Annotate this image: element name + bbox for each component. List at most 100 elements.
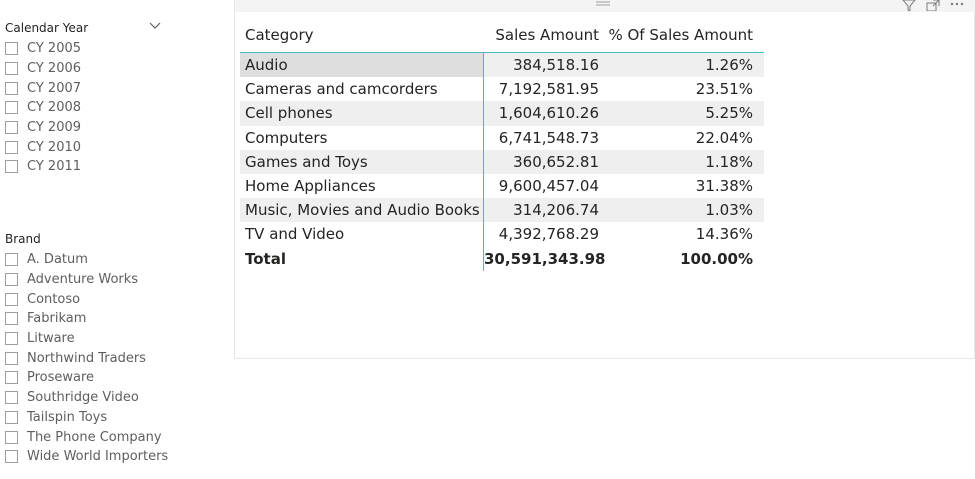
slicer-item-label: CY 2005: [27, 41, 82, 57]
table-row[interactable]: Computers 6,741,548.73 22.04%: [240, 125, 764, 150]
brand-slicer: Brand A. Datum Adventure Works Contoso Fabr…: [5, 231, 220, 467]
slicer-item-label: Contoso: [27, 291, 81, 307]
slicer-item-label: Wide World Importers: [27, 449, 169, 465]
total-sales-amount: 30,591,343.98: [484, 249, 606, 268]
checkbox[interactable]: [5, 42, 18, 56]
row-category-cell[interactable]: Audio: [240, 53, 484, 78]
slicer-item-label: Litware: [27, 331, 75, 347]
table-row[interactable]: Music, Movies and Audio Books 314,206.74 1…: [240, 198, 764, 223]
slicer-item[interactable]: CY 2006: [5, 59, 220, 79]
slicer-item-label: Fabrikam: [27, 311, 87, 327]
table-row[interactable]: Cell phones 1,604,610.26 5.25%: [240, 101, 764, 126]
column-header-pct-of-sales[interactable]: % Of Sales Amount: [608, 25, 753, 44]
row-sales-amount-cell[interactable]: 384,518.16: [513, 56, 599, 75]
checkbox[interactable]: [5, 391, 18, 405]
slicer-item-label: Proseware: [27, 370, 95, 386]
checkbox[interactable]: [5, 351, 18, 365]
checkbox[interactable]: [5, 410, 18, 424]
slicer-item[interactable]: Adventure Works: [5, 270, 220, 290]
checkbox[interactable]: [5, 62, 18, 76]
slicer-item-label: Southridge Video: [27, 390, 139, 406]
row-pct-of-sales-cell[interactable]: 1.26%: [705, 56, 753, 75]
column-header-category[interactable]: Category: [245, 25, 314, 44]
checkbox[interactable]: [5, 332, 18, 346]
matrix-visual[interactable]: Category Sales Amount % Of Sales Amount …: [234, 0, 975, 359]
row-pct-of-sales-cell[interactable]: 1.03%: [705, 201, 753, 220]
row-category-cell[interactable]: Home Appliances: [240, 173, 484, 199]
row-sales-amount-cell[interactable]: 7,192,581.95: [498, 80, 599, 99]
checkbox[interactable]: [5, 81, 18, 95]
slicer-item[interactable]: Wide World Importers: [5, 447, 220, 467]
row-category-cell[interactable]: Computers: [240, 125, 484, 150]
table-row[interactable]: Games and Toys 360,652.81 1.18%: [240, 149, 764, 174]
checkbox[interactable]: [5, 160, 18, 174]
slicer-item[interactable]: CY 2005: [5, 39, 220, 59]
row-pct-of-sales-cell[interactable]: 5.25%: [705, 104, 753, 123]
column-header-sales-amount[interactable]: Sales Amount: [495, 25, 599, 44]
slicer-item-label: CY 2009: [27, 120, 82, 136]
checkbox[interactable]: [5, 292, 18, 306]
slicer-item[interactable]: Tailspin Toys: [5, 408, 220, 428]
total-pct-of-sales: 100.00%: [680, 249, 753, 268]
row-category-cell[interactable]: Music, Movies and Audio Books: [240, 198, 484, 223]
slicer-item[interactable]: Southridge Video: [5, 388, 220, 408]
checkbox[interactable]: [5, 371, 18, 385]
table-row[interactable]: Audio 384,518.16 1.26%: [240, 53, 764, 78]
table-row[interactable]: Cameras and camcorders 7,192,581.95 23.51%: [240, 77, 764, 102]
slicer-item[interactable]: Proseware: [5, 368, 220, 388]
slicer-title: Calendar Year: [5, 21, 89, 35]
checkbox[interactable]: [5, 253, 18, 267]
checkbox[interactable]: [5, 121, 18, 135]
total-label: Total: [240, 246, 484, 271]
row-category-cell[interactable]: Cell phones: [240, 101, 484, 126]
drag-handle-icon[interactable]: [595, 0, 611, 8]
chevron-down-icon[interactable]: [148, 20, 162, 32]
slicer-item-label: CY 2008: [27, 100, 82, 116]
slicer-header: Calendar Year: [5, 20, 220, 36]
table-row[interactable]: TV and Video 4,392,768.29 14.36%: [240, 222, 764, 247]
slicer-item[interactable]: The Phone Company: [5, 427, 220, 447]
row-sales-amount-cell[interactable]: 6,741,548.73: [498, 128, 599, 147]
checkbox[interactable]: [5, 101, 18, 115]
row-pct-of-sales-cell[interactable]: 22.04%: [695, 128, 753, 147]
row-pct-of-sales-cell[interactable]: 31.38%: [695, 177, 753, 196]
table-row[interactable]: Home Appliances 9,600,457.04 31.38%: [240, 173, 764, 199]
row-sales-amount-cell[interactable]: 314,206.74: [513, 201, 599, 220]
row-category-cell[interactable]: Cameras and camcorders: [240, 77, 484, 102]
slicer-item[interactable]: CY 2007: [5, 78, 220, 98]
slicer-item-label: The Phone Company: [27, 429, 162, 445]
checkbox[interactable]: [5, 430, 18, 444]
row-pct-of-sales-cell[interactable]: 1.18%: [705, 152, 753, 171]
row-sales-amount-cell[interactable]: 1,604,610.26: [498, 104, 599, 123]
slicer-item[interactable]: Fabrikam: [5, 309, 220, 329]
checkbox[interactable]: [5, 273, 18, 287]
row-sales-amount-cell[interactable]: 4,392,768.29: [498, 225, 599, 244]
slicer-item[interactable]: CY 2009: [5, 118, 220, 138]
checkbox[interactable]: [5, 450, 18, 464]
filter-icon[interactable]: [901, 0, 917, 11]
row-pct-of-sales-cell[interactable]: 23.51%: [695, 80, 753, 99]
matrix-body: Audio 384,518.16 1.26% Cameras and camcorde…: [240, 53, 764, 247]
slicer-item[interactable]: CY 2010: [5, 137, 220, 157]
slicer-item[interactable]: CY 2008: [5, 98, 220, 118]
focus-mode-icon[interactable]: [925, 0, 941, 11]
row-sales-amount-cell[interactable]: 9,600,457.04: [498, 177, 599, 196]
row-category-cell[interactable]: Games and Toys: [240, 149, 484, 174]
slicer-item[interactable]: CY 2011: [5, 157, 220, 177]
row-category-cell[interactable]: TV and Video: [240, 222, 484, 247]
more-options-icon[interactable]: [949, 0, 965, 11]
slicer-title: Brand: [5, 232, 41, 246]
row-pct-of-sales-cell[interactable]: 14.36%: [695, 225, 753, 244]
slicer-item[interactable]: Northwind Traders: [5, 348, 220, 368]
slicer-item-label: A. Datum: [27, 252, 88, 268]
checkbox[interactable]: [5, 140, 18, 154]
slicer-item-label: Northwind Traders: [27, 350, 146, 366]
matrix-total-row: Total 30,591,343.98 100.00%: [240, 246, 764, 271]
slicer-item[interactable]: A. Datum: [5, 250, 220, 270]
row-sales-amount-cell[interactable]: 360,652.81: [513, 152, 599, 171]
slicer-header: Brand: [5, 231, 220, 247]
checkbox[interactable]: [5, 312, 18, 326]
slicer-item[interactable]: Contoso: [5, 289, 220, 309]
slicer-item[interactable]: Litware: [5, 329, 220, 349]
matrix-table: Category Sales Amount % Of Sales Amount …: [240, 17, 764, 271]
